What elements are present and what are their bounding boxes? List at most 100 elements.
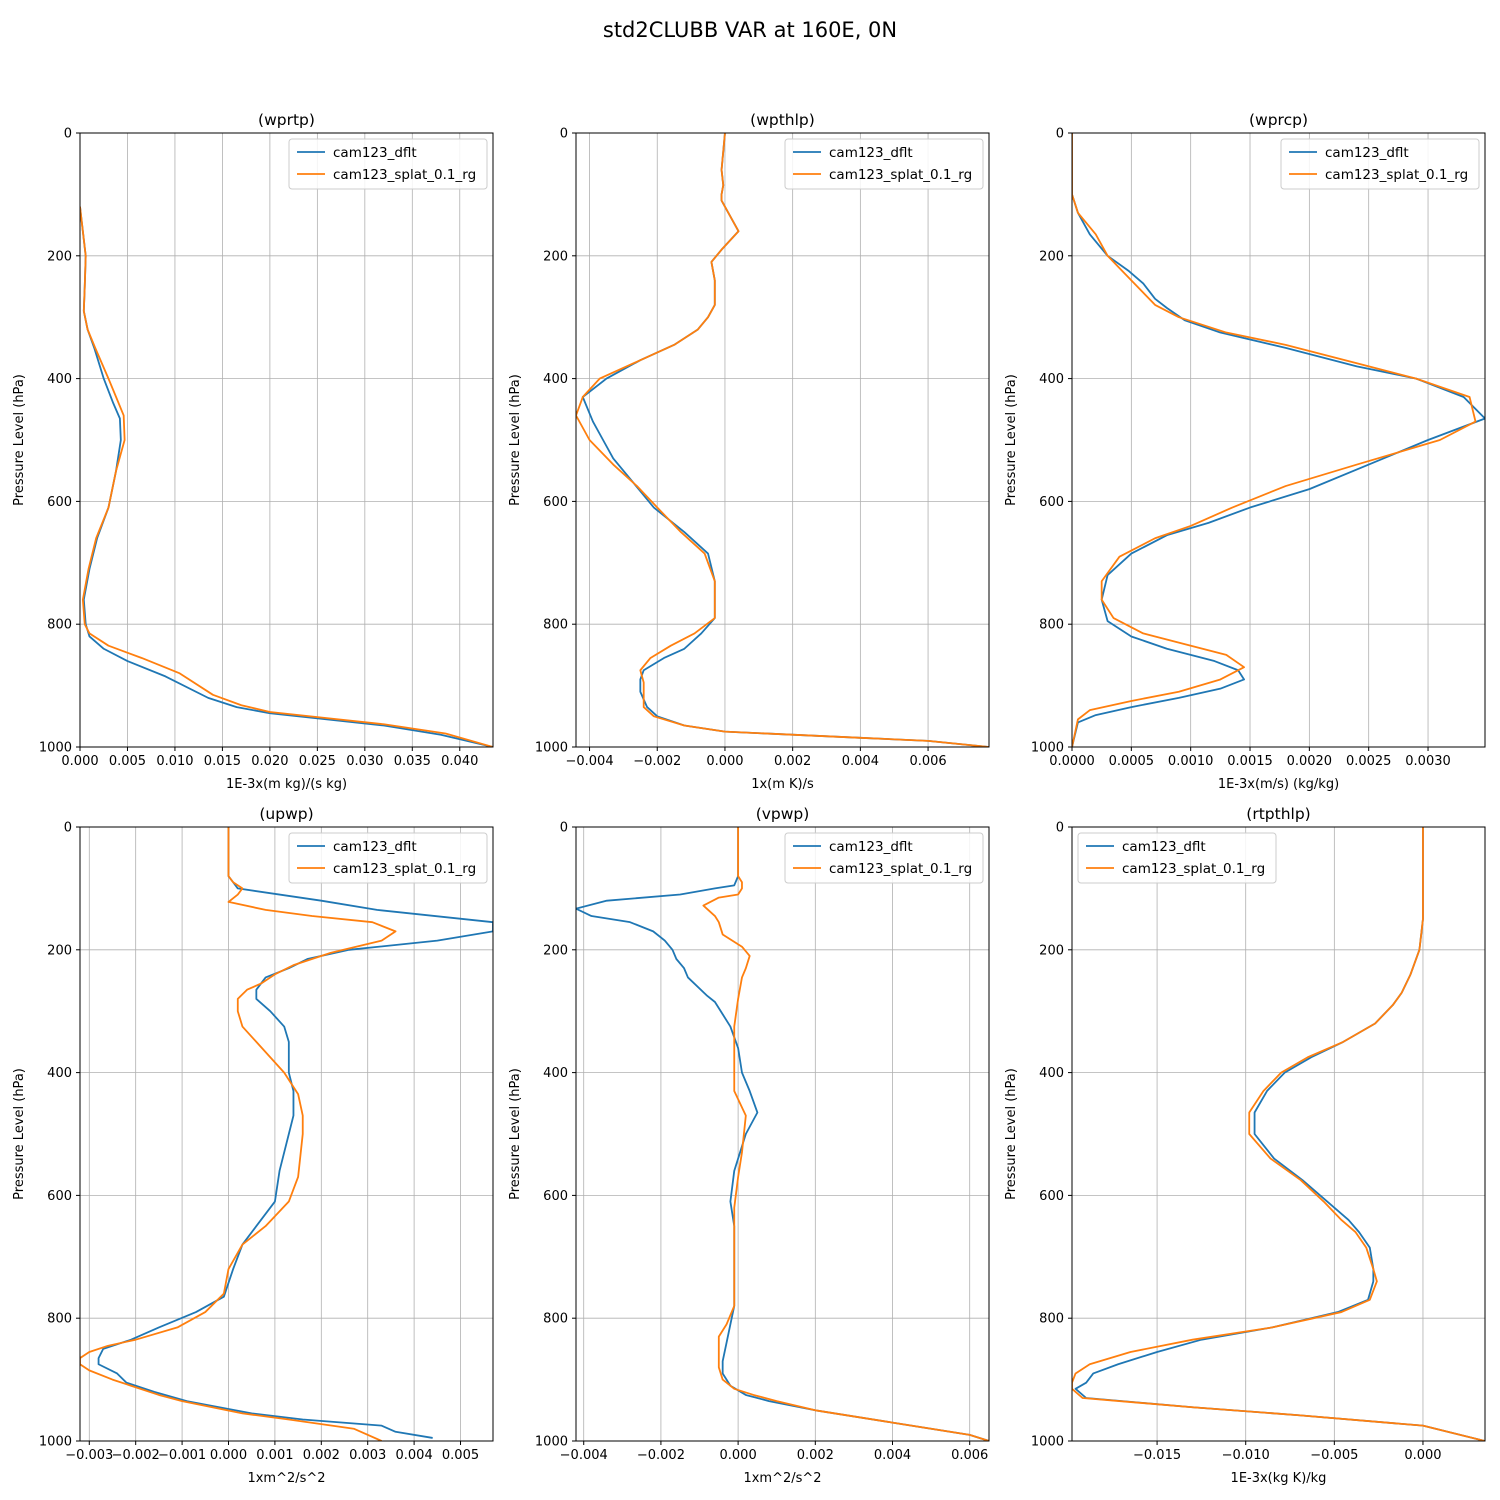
x-tick-label: −0.003: [65, 1448, 113, 1463]
x-tick-label: 0.0030: [1405, 754, 1451, 769]
plot-frame: [575, 826, 990, 1442]
y-tick-label: 1000: [39, 741, 72, 756]
legend: cam123_dflt cam123_splat_0.1_rg: [288, 832, 488, 884]
x-tick-label: −0.004: [560, 1448, 608, 1463]
chart-panel-1: 0.000 0.005 0.010 0.015 0.020 0.025 0.030 0.035…: [12, 111, 494, 792]
series-line-cam123_splat_0.1_rg: [1072, 827, 1485, 1441]
legend-box: [1077, 832, 1277, 884]
x-axis-label: 1xm^2/s^2: [743, 1471, 821, 1486]
legend: cam123_dflt cam123_splat_0.1_rg: [288, 138, 488, 190]
y-tick-label: 400: [1039, 372, 1064, 387]
chart-panel-6: −0.015 −0.010 −0.005 0.000 0 200 400 600 800 1000…: [1004, 805, 1486, 1486]
legend-label: cam123_dflt: [1122, 839, 1206, 855]
y-tick-label: 800: [1039, 1312, 1064, 1327]
x-tick-label: 0.0000: [1049, 754, 1095, 769]
x-tick-label: 0.030: [346, 754, 383, 769]
y-tick-label: 0: [560, 821, 568, 836]
legend-label: cam123_dflt: [333, 145, 417, 161]
x-tick-label: 0.004: [874, 1448, 911, 1463]
y-tick-label: 1000: [535, 1435, 568, 1450]
legend-box: [288, 138, 488, 190]
x-tick-label: 0.006: [951, 1448, 988, 1463]
x-tick-label: −0.002: [633, 754, 681, 769]
y-tick-label: 200: [1039, 943, 1064, 958]
legend-label: cam123_dflt: [333, 839, 417, 855]
series-line-cam123_dflt: [576, 827, 989, 1441]
plot-frame: [79, 826, 494, 1442]
y-tick-label: 800: [543, 1312, 568, 1327]
y-tick-label: 400: [1039, 1066, 1064, 1081]
y-tick-label: 800: [47, 618, 72, 633]
legend: cam123_dflt cam123_splat_0.1_rg: [1077, 832, 1277, 884]
x-tick-label: 0.0005: [1109, 754, 1155, 769]
legend-label: cam123_splat_0.1_rg: [829, 167, 972, 183]
y-tick-label: 1000: [39, 1435, 72, 1450]
y-tick-label: 600: [1039, 1189, 1064, 1204]
chart-panel-4: −0.003−0.002−0.001 0.000 0.001 0.002 0.003 0.…: [12, 805, 494, 1486]
legend-label: cam123_splat_0.1_rg: [333, 167, 476, 183]
x-tick-label: 0.002: [303, 1448, 340, 1463]
series-line-cam123_splat_0.1_rg: [702, 827, 989, 1441]
legend-label: cam123_splat_0.1_rg: [1325, 167, 1468, 183]
x-tick-label: 0.005: [109, 754, 146, 769]
y-tick-label: 0: [64, 127, 72, 142]
x-tick-label: 0.002: [774, 754, 811, 769]
series-line-cam123_splat_0.1_rg: [576, 133, 989, 747]
x-axis-label: 1xm^2/s^2: [247, 1471, 325, 1486]
x-tick-label: 0.003: [349, 1448, 386, 1463]
y-tick-label: 200: [543, 943, 568, 958]
chart-panel-2: −0.004 −0.002 0.000 0.002 0.004 0.006 0 200 400 6…: [508, 111, 990, 792]
legend: cam123_dflt cam123_splat_0.1_rg: [1280, 138, 1480, 190]
panel-title: (rtpthlp): [1246, 805, 1310, 823]
y-tick-label: 600: [1039, 495, 1064, 510]
y-tick-label: 400: [543, 1066, 568, 1081]
x-tick-label: 0.000: [61, 754, 98, 769]
y-tick-label: 1000: [1031, 741, 1064, 756]
x-tick-label: 0.015: [204, 754, 241, 769]
x-tick-label: 0.0025: [1346, 754, 1392, 769]
panel-title: (upwp): [259, 805, 313, 823]
y-tick-label: 600: [47, 1189, 72, 1204]
x-axis-label: 1E-3x(m kg)/(s kg): [226, 777, 347, 792]
x-tick-label: 0.020: [251, 754, 288, 769]
legend: cam123_dflt cam123_splat_0.1_rg: [784, 832, 984, 884]
legend-label: cam123_splat_0.1_rg: [333, 861, 476, 877]
x-tick-label: 0.0015: [1227, 754, 1273, 769]
y-tick-label: 200: [543, 249, 568, 264]
x-tick-label: 0.025: [299, 754, 336, 769]
x-tick-label: −0.015: [1133, 1448, 1181, 1463]
series-line-cam123_dflt: [1072, 133, 1485, 747]
y-tick-label: 0: [1056, 127, 1064, 142]
x-tick-label: 0.035: [394, 754, 431, 769]
x-tick-label: −0.002: [112, 1448, 160, 1463]
y-tick-label: 400: [47, 372, 72, 387]
legend-label: cam123_dflt: [829, 839, 913, 855]
legend-label: cam123_splat_0.1_rg: [829, 861, 972, 877]
x-axis-label: 1x(m K)/s: [751, 777, 814, 792]
panels-container: 0.000 0.005 0.010 0.015 0.020 0.025 0.030 0.035…: [12, 111, 1486, 1486]
x-tick-label: −0.001: [158, 1448, 206, 1463]
x-tick-label: 0.006: [909, 754, 946, 769]
plot-frame: [575, 132, 990, 748]
x-tick-label: −0.010: [1222, 1448, 1270, 1463]
panel-title: (wprtp): [258, 111, 315, 129]
plot-frame: [1071, 826, 1486, 1442]
y-tick-label: 200: [1039, 249, 1064, 264]
figure-suptitle: std2CLUBB VAR at 160E, 0N: [603, 18, 897, 42]
legend-box: [1280, 138, 1480, 190]
x-tick-label: 0.000: [1404, 1448, 1441, 1463]
x-tick-label: 0.000: [720, 1448, 757, 1463]
series-line-cam123_splat_0.1_rg: [80, 206, 493, 747]
chart-panel-5: −0.004 −0.002 0.000 0.002 0.004 0.006 0 200 400 6…: [508, 805, 990, 1486]
y-tick-label: 400: [47, 1066, 72, 1081]
x-tick-label: −0.004: [565, 754, 613, 769]
y-tick-label: 200: [47, 943, 72, 958]
x-tick-label: 0.0020: [1287, 754, 1333, 769]
y-tick-label: 0: [1056, 821, 1064, 836]
y-tick-label: 200: [47, 249, 72, 264]
y-tick-label: 800: [1039, 618, 1064, 633]
y-tick-label: 400: [543, 372, 568, 387]
panel-title: (wprcp): [1249, 111, 1308, 129]
x-axis-label: 1E-3x(kg K)/kg: [1231, 1471, 1327, 1486]
